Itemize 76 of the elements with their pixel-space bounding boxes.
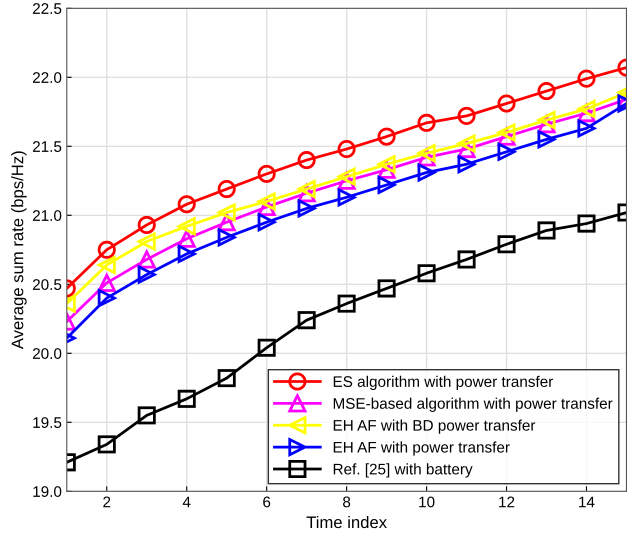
point: [498, 142, 516, 161]
x-tick-label: 10: [419, 496, 434, 508]
point: [338, 140, 356, 158]
point: [498, 235, 516, 254]
point: [378, 128, 396, 146]
point: [537, 130, 556, 148]
point: [378, 279, 396, 298]
x-axis-title: Time index: [306, 516, 387, 528]
point: [418, 264, 436, 282]
point: [298, 151, 316, 170]
point: [258, 213, 276, 232]
point: [577, 100, 596, 118]
y-tick-label: 21.5: [32, 141, 62, 152]
point: [138, 266, 156, 284]
point: [258, 192, 276, 211]
point: [98, 435, 116, 454]
point: [537, 221, 556, 240]
legend-label: ES algorithm with power transfer: [334, 376, 554, 390]
point: [577, 70, 596, 88]
point: [458, 134, 476, 153]
point: [178, 195, 196, 214]
point: [338, 294, 356, 313]
y-tick-label: 22.0: [32, 72, 62, 83]
point: [178, 244, 196, 263]
point: [418, 163, 436, 182]
point: [98, 289, 116, 308]
point: [577, 214, 596, 233]
x-tick-label: 6: [263, 496, 270, 508]
x-tick-label: 12: [499, 496, 514, 508]
point: [537, 82, 556, 100]
y-tick-label: 20.0: [32, 348, 62, 359]
point: [138, 406, 156, 424]
point: [258, 338, 276, 357]
point: [418, 114, 436, 132]
x-tick-label: 14: [579, 496, 595, 508]
legend-label: MSE-based algorithm with power transfer: [334, 398, 612, 412]
y-tick-label: 22.5: [32, 3, 62, 14]
point: [338, 188, 356, 206]
legend-label: Ref. [25] with battery: [334, 463, 473, 478]
point: [298, 199, 316, 218]
point: [498, 94, 516, 113]
point: [378, 176, 396, 194]
point: [338, 168, 356, 186]
point: [537, 111, 556, 130]
x-tick-label: 4: [182, 496, 191, 508]
point: [418, 144, 436, 162]
y-tick-label: 21.0: [32, 210, 62, 221]
legend-label: EH AF with BD power transfer: [334, 420, 536, 434]
y-tick-label: 19.5: [33, 417, 62, 428]
point: [218, 180, 236, 198]
point: [178, 230, 196, 248]
point: [178, 390, 196, 408]
point: [498, 123, 516, 142]
point: [178, 217, 196, 236]
y-tick-label: 20.5: [32, 279, 62, 290]
legend-label: EH AF with power transfer: [334, 441, 510, 456]
y-tick-label: 19.0: [33, 486, 62, 497]
point: [458, 106, 476, 125]
point: [577, 119, 596, 138]
point: [138, 232, 156, 251]
point: [218, 203, 236, 222]
point: [458, 155, 476, 174]
point: [98, 240, 116, 259]
point: [298, 311, 316, 330]
point: [138, 216, 156, 234]
point: [138, 250, 156, 268]
point: [98, 256, 116, 274]
point: [378, 155, 396, 174]
x-tick-label: 8: [343, 496, 350, 508]
x-tick-label: 2: [103, 496, 110, 508]
y-axis-title: Average sum rate (bps/Hz): [11, 151, 27, 350]
point: [458, 250, 476, 268]
point: [218, 369, 236, 388]
point: [218, 228, 236, 246]
point: [258, 164, 276, 183]
point: [298, 180, 316, 198]
